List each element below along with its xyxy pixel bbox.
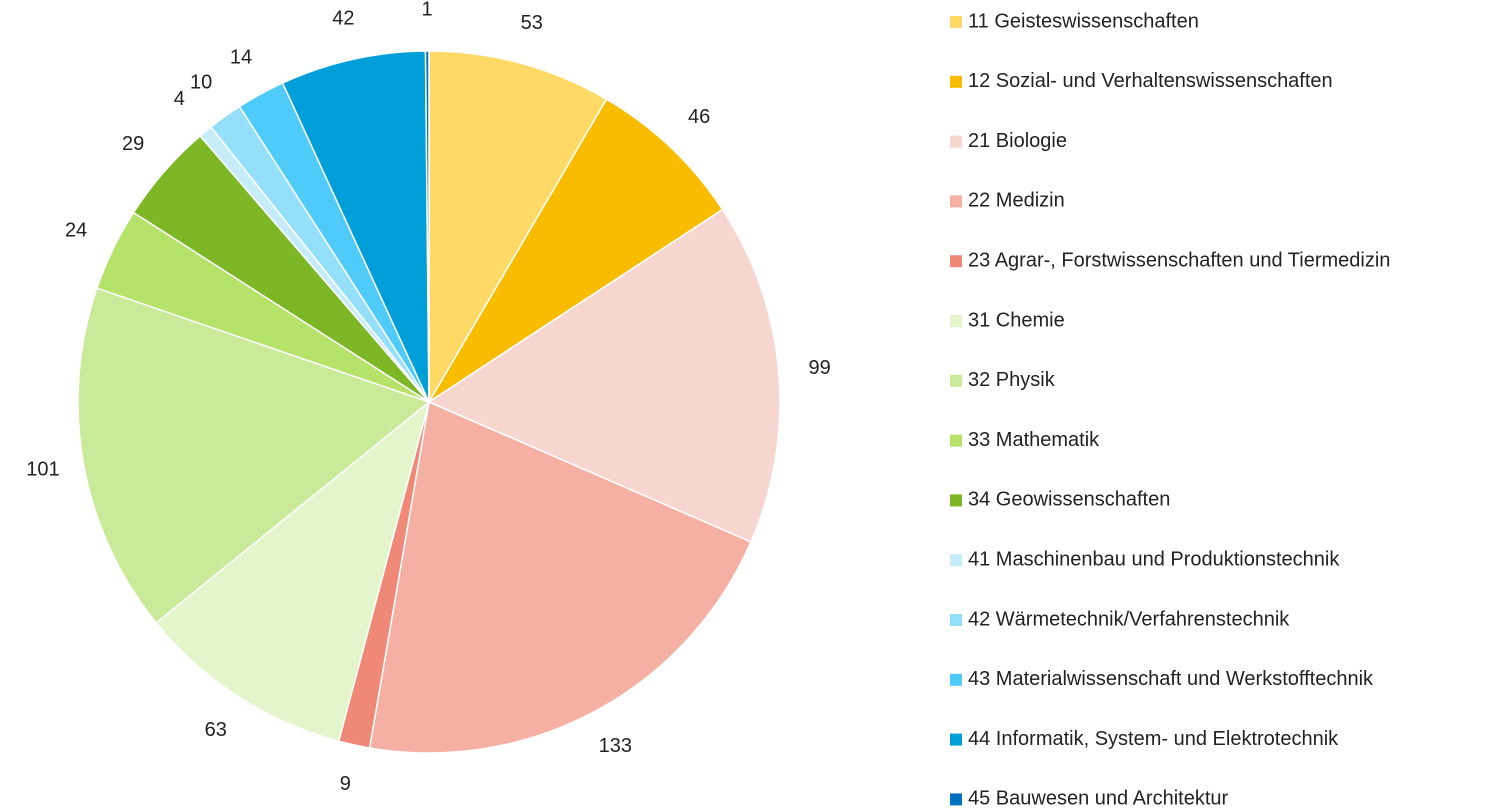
legend-swatch	[950, 793, 962, 806]
legend-label: 23 Agrar-, Forstwissenschaften und Tierm…	[968, 249, 1390, 271]
legend-swatch	[950, 374, 962, 387]
legend-swatch	[950, 614, 962, 626]
legend-label: 21 Biologie	[968, 130, 1067, 152]
data-label: 133	[599, 735, 632, 757]
data-label: 42	[332, 8, 354, 30]
pie-slice	[368, 400, 752, 754]
data-label: 14	[230, 46, 252, 68]
data-label: 10	[190, 71, 212, 93]
legend-label: 34 Geowissenschaften	[968, 489, 1170, 511]
legend-label: 22 Medizin	[968, 190, 1065, 212]
legend-label: 12 Sozial- und Verhaltenswissenschaften	[968, 70, 1333, 92]
legend-label: 45 Bauwesen und Architektur	[968, 788, 1229, 809]
pie-slice	[281, 50, 430, 403]
legend-label: 41 Maschinenbau und Produktionstechnik	[968, 548, 1340, 570]
legend-label: 33 Mathematik	[968, 429, 1100, 451]
legend-label: 44 Informatik, System- und Elektrotechni…	[968, 728, 1339, 750]
legend-swatch	[950, 554, 962, 567]
legend-swatch	[950, 315, 962, 327]
legend-label: 31 Chemie	[968, 309, 1065, 331]
legend-label: 32 Physik	[968, 369, 1056, 391]
legend-swatch	[950, 135, 962, 148]
legend-swatch	[950, 16, 962, 28]
legend-swatch	[950, 494, 962, 507]
data-label: 29	[122, 133, 144, 155]
data-label: 9	[340, 773, 351, 795]
legend-label: 43 Materialwissenschaft und Werkstofftec…	[968, 668, 1374, 690]
data-label: 24	[65, 220, 87, 242]
legend-swatch	[950, 434, 962, 447]
legend-swatch	[950, 255, 962, 268]
data-label: 63	[205, 719, 227, 741]
pie-slice	[427, 208, 781, 543]
pie-slice	[155, 399, 431, 743]
data-label: 4	[174, 88, 185, 110]
data-label: 46	[688, 106, 710, 128]
data-label: 99	[808, 357, 830, 379]
legend-swatch	[950, 673, 962, 686]
legend-label: 11 Geisteswissenschaften	[968, 10, 1199, 32]
pie-slice	[424, 50, 430, 403]
legend-swatch	[950, 75, 962, 88]
data-label: 1	[421, 0, 432, 20]
legend-label: 42 Wärmetechnik/Verfahrenstechnik	[968, 608, 1290, 630]
pie-slice	[428, 98, 724, 403]
data-label: 53	[521, 12, 543, 34]
data-label: 101	[26, 459, 59, 481]
legend-swatch	[950, 733, 962, 746]
legend-swatch	[950, 195, 962, 208]
pie-slice	[428, 50, 608, 405]
pie-slice	[77, 287, 431, 624]
